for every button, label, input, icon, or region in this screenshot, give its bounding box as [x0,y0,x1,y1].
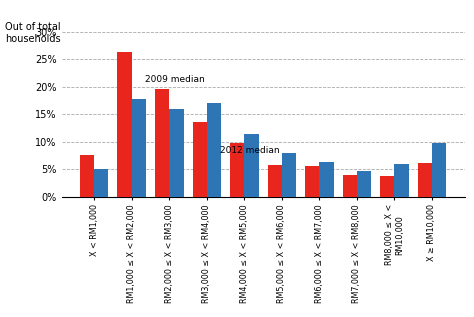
Text: 2012 median: 2012 median [220,146,280,155]
Bar [169,109,183,197]
Bar [305,166,319,197]
Bar [343,175,357,197]
Bar [380,176,394,197]
Bar [268,165,282,197]
Bar [244,134,258,197]
Bar [155,89,169,197]
Bar [418,163,432,197]
Bar [230,143,244,197]
Bar [94,169,109,197]
Bar [132,99,146,197]
Bar [207,103,221,197]
Bar [80,155,94,197]
Bar [118,52,132,197]
Text: Out of total
households: Out of total households [5,22,60,44]
Bar [319,163,334,197]
Bar [394,164,409,197]
Text: 2009 median: 2009 median [145,75,205,84]
Bar [432,143,446,197]
Bar [192,122,207,197]
Bar [282,152,296,197]
Bar [357,171,371,197]
